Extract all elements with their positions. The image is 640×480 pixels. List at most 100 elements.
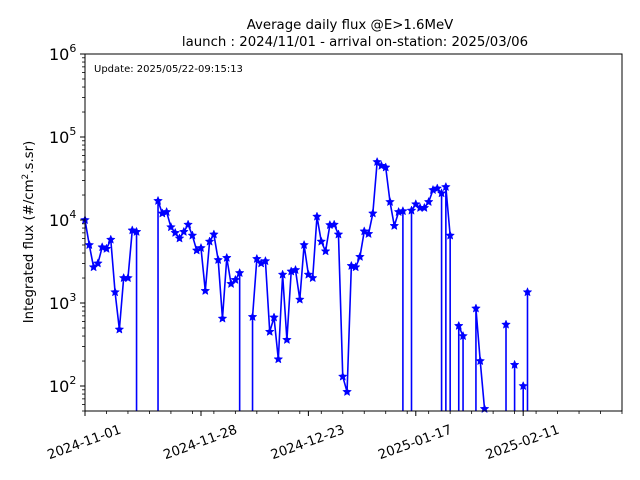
data-point <box>385 196 395 207</box>
y-tick-base: 10 <box>49 45 69 64</box>
data-point <box>123 272 133 283</box>
y-tick-exp: 2 <box>69 374 76 387</box>
update-annotation: Update: 2025/05/22-09:15:13 <box>94 64 243 75</box>
data-point <box>178 226 189 237</box>
data-point <box>273 354 284 364</box>
data-point <box>320 246 331 256</box>
series-layer <box>80 156 533 414</box>
data-point <box>471 303 481 313</box>
data-point <box>367 208 378 218</box>
y-axis-label: Integrated flux (#/cm2.s.sr) <box>21 141 37 324</box>
data-point <box>337 371 348 381</box>
data-point <box>432 183 443 193</box>
x-tick-label: 2024-12-23 <box>269 423 347 464</box>
data-point <box>170 227 181 238</box>
data-point <box>312 211 322 221</box>
data-point <box>217 313 228 323</box>
data-point <box>389 220 400 231</box>
chart-subtitle: launch : 2024/11/01 - arrival on-station… <box>182 35 528 50</box>
data-point <box>307 272 318 283</box>
chart-title: Average daily flux @E>1.6MeV <box>247 18 454 33</box>
y-tick-label: 106 <box>49 42 76 64</box>
data-point <box>397 205 408 216</box>
y-tick-base: 10 <box>49 377 69 396</box>
data-point <box>453 320 464 331</box>
data-point <box>196 242 206 253</box>
y-axis-label-sup: 2 <box>21 174 31 180</box>
y-tick-exp: 3 <box>69 291 76 304</box>
y-tick-exp: 5 <box>69 125 76 138</box>
data-point <box>221 252 232 263</box>
data-point <box>213 254 224 265</box>
y-tick-base: 10 <box>49 128 69 147</box>
data-point <box>410 199 421 209</box>
data-point <box>114 324 125 334</box>
data-point <box>406 205 417 215</box>
x-tick-label: 2025-02-11 <box>484 423 562 464</box>
data-point <box>269 312 279 322</box>
y-tick-label: 104 <box>49 208 76 230</box>
data-point <box>350 262 361 272</box>
data-point <box>290 264 301 275</box>
data-point <box>419 202 430 213</box>
y-axis-label-main: Integrated flux (#/cm <box>22 179 37 323</box>
y-tick-label: 105 <box>49 125 76 147</box>
series-line <box>457 325 464 411</box>
x-tick-label: 2025-01-17 <box>376 423 454 464</box>
data-point <box>131 226 142 237</box>
data-point <box>110 287 120 297</box>
data-point <box>475 355 486 366</box>
data-point <box>260 255 271 266</box>
y-tick-base: 10 <box>49 211 69 230</box>
data-point <box>208 229 219 239</box>
data-point <box>522 287 533 297</box>
y-tick-exp: 6 <box>69 42 76 55</box>
data-point <box>329 219 340 229</box>
data-point <box>277 269 288 279</box>
y-tick-base: 10 <box>49 294 69 313</box>
data-point <box>423 196 434 207</box>
data-point <box>458 330 468 341</box>
data-point <box>247 311 258 322</box>
data-point <box>342 386 352 397</box>
x-axis: 2024-11-01 2024-11-28 2024-12-23 2025-01-17… <box>46 411 623 464</box>
data-point <box>436 188 447 198</box>
data-point <box>174 233 185 243</box>
y-axis-label-rest: .s.sr) <box>22 141 37 174</box>
data-point <box>187 230 198 240</box>
data-point <box>153 195 163 206</box>
data-point <box>230 274 241 285</box>
data-point <box>183 219 193 229</box>
data-point <box>445 230 456 240</box>
data-point <box>501 319 511 329</box>
data-point <box>363 228 374 239</box>
x-tick-label: 2024-11-01 <box>46 423 124 464</box>
data-point <box>84 239 95 250</box>
plot-area <box>80 53 623 414</box>
x-tick-label: 2024-11-28 <box>162 423 240 464</box>
data-point <box>518 380 529 391</box>
data-point <box>101 243 112 253</box>
data-point <box>282 334 292 345</box>
data-point <box>204 236 215 246</box>
data-point <box>200 285 211 296</box>
data-point <box>316 236 327 246</box>
data-point <box>166 222 176 232</box>
data-point <box>440 181 451 192</box>
data-point <box>380 162 391 172</box>
data-point <box>299 239 309 250</box>
data-point <box>105 234 116 244</box>
data-point <box>161 206 172 217</box>
y-tick-label: 103 <box>49 291 76 313</box>
data-point <box>234 267 245 278</box>
data-point <box>355 251 365 262</box>
data-point <box>251 253 262 264</box>
series-line <box>445 186 451 411</box>
data-point <box>92 258 103 268</box>
y-tick-label: 102 <box>49 374 76 396</box>
data-point <box>264 326 275 336</box>
y-tick-exp: 4 <box>69 208 76 221</box>
data-point <box>294 294 305 304</box>
